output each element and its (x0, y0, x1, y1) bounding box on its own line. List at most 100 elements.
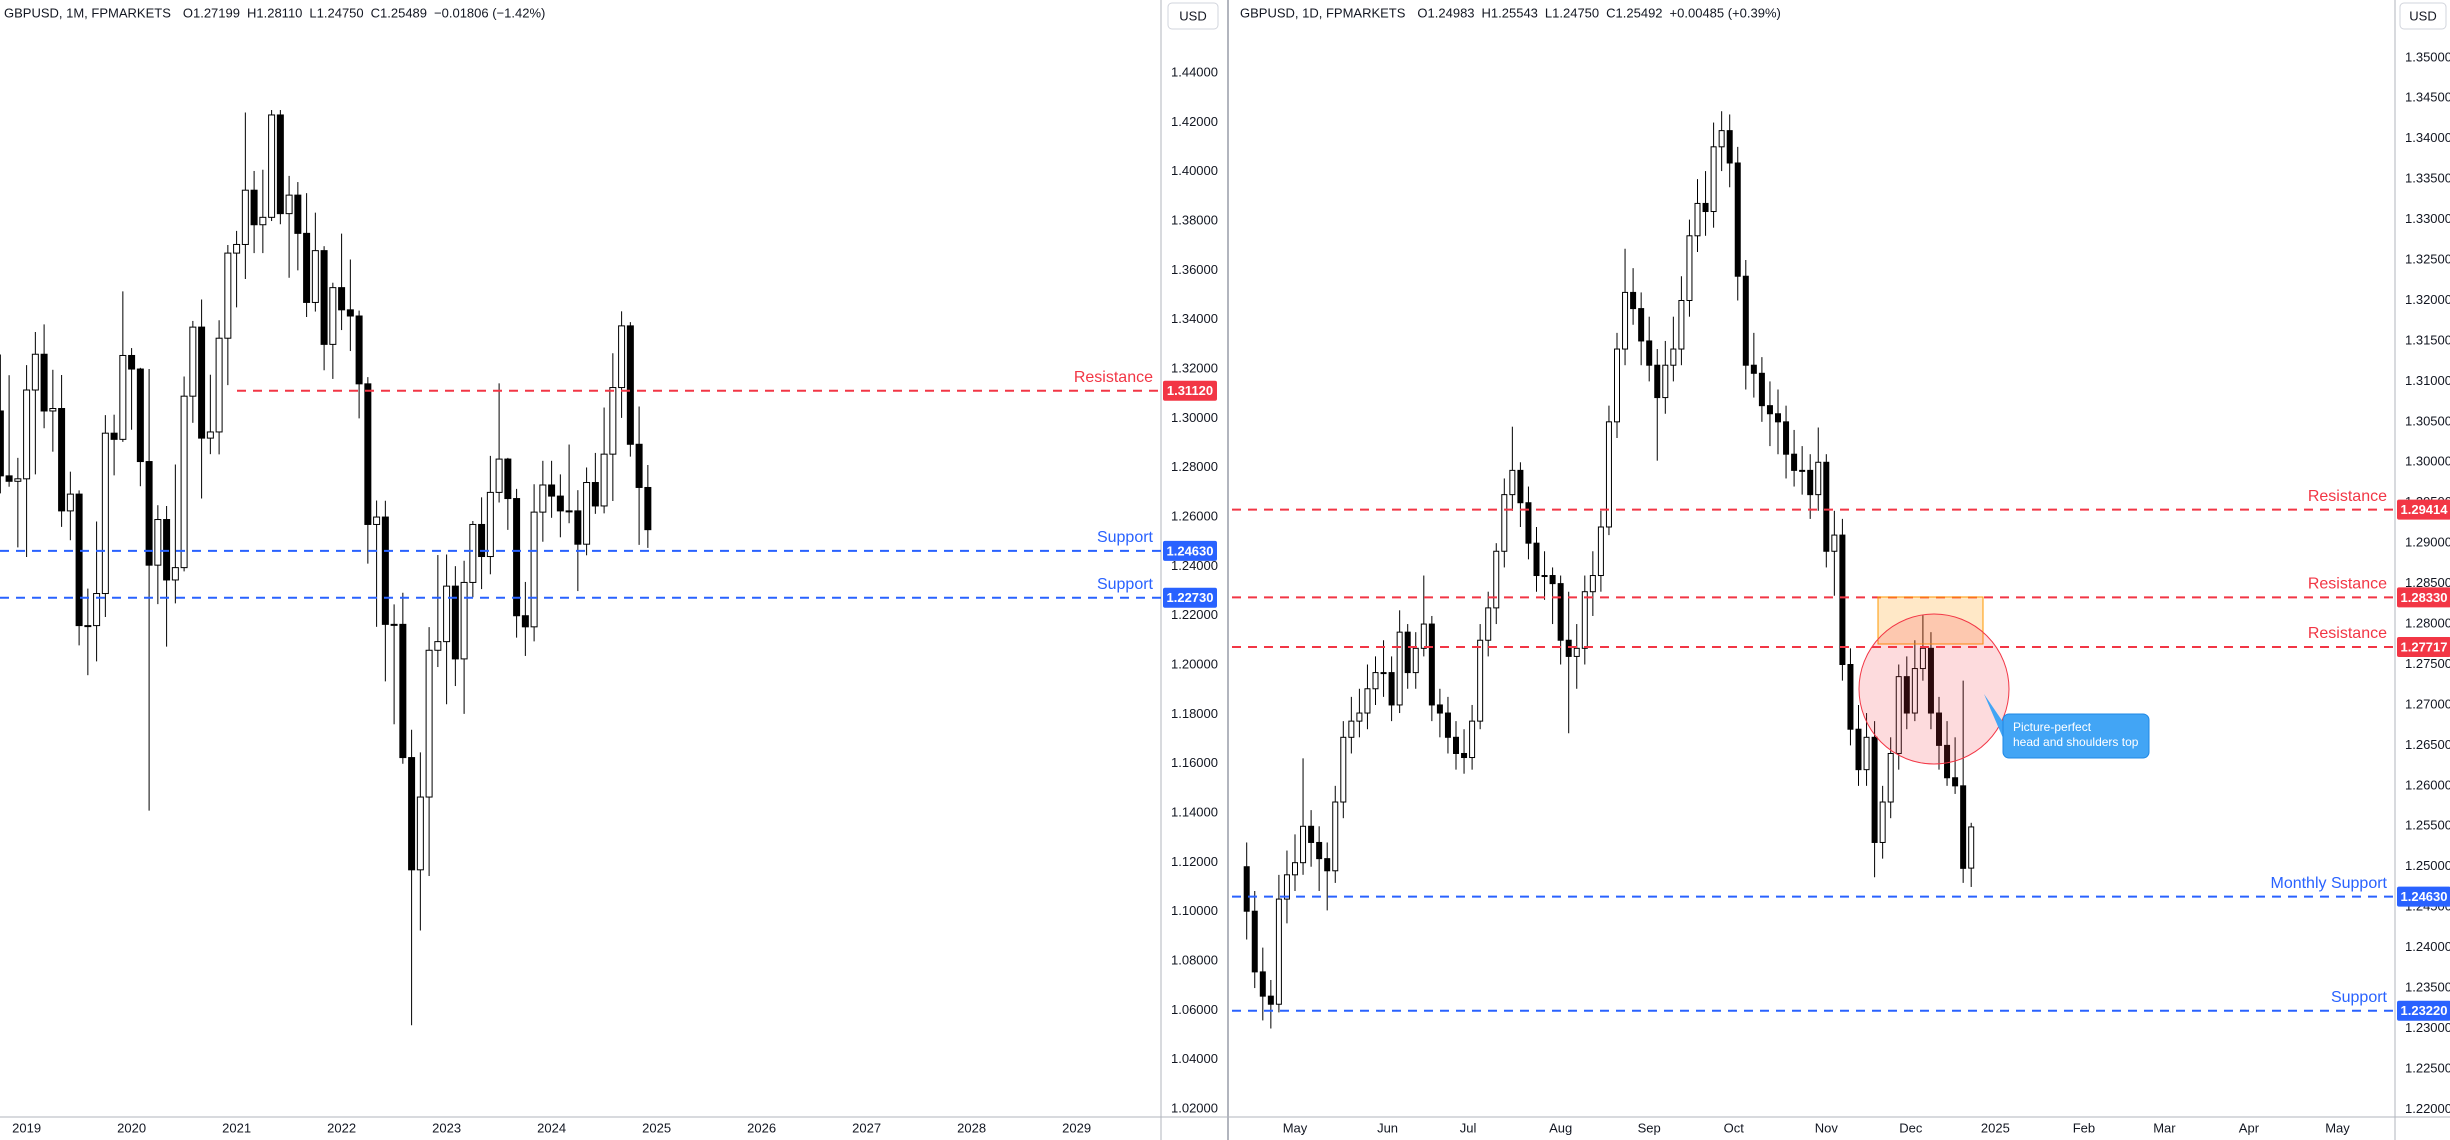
candle-body (513, 498, 521, 617)
x-tick-label: Sep (1638, 1120, 1661, 1135)
candle-body (1670, 348, 1677, 366)
price-badge (2397, 1000, 2450, 1021)
y-tick-label: 1.35000 (2405, 49, 2450, 64)
y-tick-label: 1.28500 (2405, 575, 2450, 590)
y-tick-label: 1.28000 (2405, 615, 2450, 630)
candle-body (1614, 348, 1620, 423)
currency-box[interactable] (1167, 2, 1219, 30)
y-tick-label: 1.22500 (2405, 1060, 2450, 1075)
ohlc-value: −0.01806 (−1.42%) (434, 5, 545, 20)
candle-body (1839, 534, 1846, 666)
x-tick-label: 2019 (12, 1120, 41, 1135)
candle-body (1903, 676, 1910, 714)
ohlc-value: H1.25543 (1482, 5, 1538, 20)
candle-body (311, 250, 319, 303)
y-tick-label: 1.32500 (2405, 251, 2450, 266)
candle-body (294, 194, 302, 234)
candle-body (1380, 672, 1387, 675)
y-tick-label: 1.34000 (1171, 311, 1218, 326)
candle-body (1581, 591, 1588, 649)
candle-body (1734, 162, 1741, 277)
candle-body (1453, 736, 1459, 754)
candle-body (1589, 575, 1596, 593)
candle-body (206, 431, 214, 439)
candle-body (530, 511, 538, 628)
candle-body (268, 114, 276, 218)
candle-body (241, 189, 249, 245)
candle-body (1243, 866, 1250, 912)
candle-body (101, 432, 109, 595)
level-label: Resistance (2308, 576, 2387, 593)
candle-body (1493, 550, 1500, 609)
candle-body (1324, 858, 1331, 872)
candle-body (1646, 340, 1653, 366)
candle-body (1702, 202, 1709, 213)
candle-body (285, 194, 293, 215)
candle-body (1726, 130, 1733, 164)
y-tick-label: 1.32000 (2405, 292, 2450, 307)
currency-box[interactable] (2399, 2, 2447, 30)
currency-label[interactable]: USD (2409, 8, 2436, 23)
candle-body (58, 408, 66, 512)
candle-body (1348, 720, 1355, 738)
candle-body (609, 387, 617, 455)
candle-body (1944, 744, 1951, 779)
candle-body (1871, 736, 1878, 843)
candle-body (1259, 971, 1266, 997)
y-tick-label: 1.40000 (1171, 163, 1218, 178)
y-tick-label: 1.33000 (2405, 211, 2450, 226)
candle-body (1936, 712, 1942, 746)
price-badge-label: 1.29414 (2401, 502, 2449, 517)
y-tick-label: 1.31500 (2405, 332, 2450, 347)
price-badge (2397, 499, 2450, 520)
candle-body (1396, 631, 1403, 706)
candle-body (451, 585, 459, 660)
candle-body (1412, 647, 1419, 674)
candle-body (1525, 502, 1532, 544)
candle-body (1855, 728, 1862, 771)
y-tick-label: 1.10000 (1171, 903, 1218, 918)
candle-body (1694, 202, 1701, 237)
candle-body (1461, 752, 1468, 759)
candle-body (1251, 910, 1258, 973)
candle-body (1267, 995, 1274, 1005)
price-badge (2397, 587, 2450, 608)
candle-body (1686, 235, 1693, 302)
candle-body (1597, 526, 1604, 577)
ohlc-value: +0.00485 (+0.39%) (1670, 5, 1781, 20)
price-badge (1163, 587, 1217, 608)
candle-body (1791, 453, 1798, 471)
y-tick-label: 1.44000 (1171, 64, 1218, 79)
currency-label[interactable]: USD (1179, 8, 1206, 23)
symbol-info: GBPUSD, 1M, FPMARKETS (4, 5, 171, 20)
candle-body (495, 458, 503, 493)
x-tick-label: Jul (1460, 1120, 1477, 1135)
x-tick-label: Dec (1899, 1120, 1923, 1135)
candle-body (1340, 736, 1347, 803)
y-tick-label: 1.02000 (1171, 1101, 1218, 1116)
candle-body (626, 325, 634, 445)
candle-body (574, 510, 582, 545)
y-tick-label: 1.36000 (1171, 262, 1218, 277)
candle-body (23, 389, 31, 480)
candle-body (215, 337, 223, 433)
candle-body (128, 354, 136, 370)
candle-body (1485, 607, 1492, 641)
y-tick-label: 1.34000 (2405, 130, 2450, 145)
candle-body (145, 461, 153, 566)
y-tick-label: 1.29000 (2405, 535, 2450, 550)
candle-body (1879, 801, 1886, 843)
candle-body (1766, 405, 1773, 415)
candle-body (635, 443, 643, 488)
candle-body (154, 519, 162, 566)
x-tick-label: Mar (2153, 1120, 2176, 1135)
candle-body (1911, 668, 1918, 714)
candle-body (84, 625, 92, 628)
candle-body (1952, 777, 1959, 787)
ohlc-value: C1.25492 (1606, 5, 1662, 20)
y-tick-label: 1.12000 (1171, 854, 1218, 869)
y-tick-label: 1.18000 (1171, 706, 1218, 721)
candle-body (1775, 413, 1781, 423)
y-tick-label: 1.06000 (1171, 1002, 1218, 1017)
